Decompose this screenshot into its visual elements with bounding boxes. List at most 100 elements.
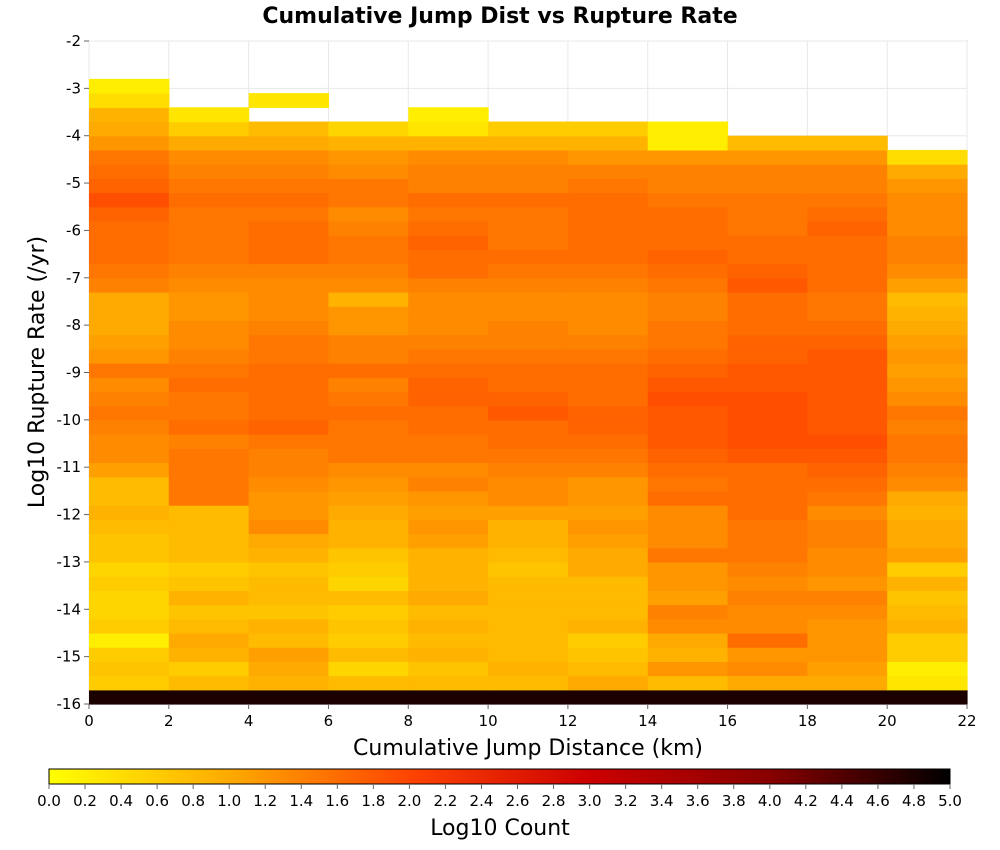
heatmap-cell [328, 533, 409, 549]
heatmap-cell [408, 462, 489, 478]
heatmap-cell [328, 462, 409, 478]
heatmap-cell [248, 206, 330, 222]
heatmap-cell [727, 675, 808, 691]
heatmap-cell [488, 490, 569, 506]
colorbar-tick-label: 0.2 [73, 792, 97, 810]
heatmap-cell [647, 178, 729, 194]
heatmap-cell [168, 576, 250, 591]
heatmap-cell [647, 334, 729, 350]
heatmap-cell [727, 689, 808, 705]
heatmap-cell [89, 632, 170, 648]
heatmap-cell [807, 419, 888, 435]
heatmap-cell [887, 462, 968, 478]
heatmap-cell [328, 391, 409, 407]
heatmap-cell [248, 448, 330, 464]
heatmap-cell [248, 476, 330, 492]
heatmap-cell [328, 647, 409, 662]
heatmap-cell [567, 590, 649, 606]
heatmap-cell [328, 490, 409, 506]
y-tick-label: -13 [57, 553, 82, 571]
heatmap-cell [567, 561, 649, 577]
heatmap-cell [567, 277, 649, 293]
heatmap-cell [89, 647, 170, 662]
colorbar-tick-label: 2.8 [542, 792, 566, 810]
heatmap-cell [89, 462, 170, 478]
y-tick-label: -3 [66, 79, 81, 97]
heatmap-cell [248, 235, 330, 250]
heatmap-cell [328, 291, 409, 307]
heatmap-cell [647, 590, 729, 606]
heatmap-cells [89, 78, 968, 705]
heatmap-cell [887, 263, 968, 279]
colorbar-tick-label: 0.4 [109, 792, 133, 810]
heatmap-cell [647, 391, 729, 407]
heatmap-cell [408, 604, 489, 620]
heatmap-cell [567, 405, 649, 421]
y-tick-label: -11 [57, 458, 82, 476]
heatmap-cell [488, 334, 569, 350]
heatmap-cell [727, 192, 808, 208]
heatmap-cell [168, 476, 250, 492]
heatmap-cell [647, 533, 729, 549]
heatmap-cell [248, 149, 330, 165]
heatmap-cell [807, 448, 888, 464]
heatmap-cell [408, 220, 489, 236]
heatmap-cell [567, 675, 649, 691]
heatmap-cell [567, 391, 649, 407]
heatmap-cell [887, 377, 968, 393]
heatmap-cell [887, 647, 968, 662]
heatmap-cell [647, 320, 729, 336]
heatmap-cell [727, 434, 808, 449]
heatmap-cell [567, 689, 649, 705]
colorbar-tick-label: 4.2 [794, 792, 818, 810]
heatmap-cell [727, 462, 808, 478]
heatmap-cell [168, 689, 250, 705]
heatmap-cell [807, 249, 888, 265]
heatmap-cell [89, 675, 170, 691]
heatmap-cell [807, 348, 888, 364]
heatmap-cell [328, 590, 409, 606]
heatmap-cell [168, 675, 250, 691]
heatmap-cell [488, 434, 569, 449]
heatmap-cell [887, 405, 968, 421]
heatmap-cell [408, 689, 489, 705]
heatmap-cell [727, 547, 808, 563]
heatmap-cell [89, 363, 170, 378]
heatmap-cell [168, 604, 250, 620]
heatmap-cell [807, 561, 888, 577]
heatmap-cell [328, 320, 409, 336]
y-tick-label: -14 [57, 600, 82, 618]
heatmap-cell [807, 519, 888, 535]
heatmap-cell [807, 277, 888, 293]
heatmap-cell [168, 561, 250, 577]
heatmap-cell [567, 192, 649, 208]
heatmap-cell [488, 576, 569, 591]
heatmap-cell [727, 490, 808, 506]
heatmap-cell [488, 476, 569, 492]
heatmap-cell [887, 519, 968, 535]
heatmap-cell [488, 164, 569, 179]
heatmap-cell [567, 576, 649, 591]
heatmap-cell [567, 490, 649, 506]
heatmap-cell [807, 178, 888, 194]
heatmap-cell [567, 604, 649, 620]
heatmap-cell [567, 220, 649, 236]
heatmap-cell [248, 576, 330, 591]
heatmap-cell [408, 490, 489, 506]
heatmap-cell [328, 220, 409, 236]
heatmap-cell [887, 391, 968, 407]
heatmap-cell [727, 149, 808, 165]
heatmap-cell [408, 590, 489, 606]
heatmap-cell [328, 405, 409, 421]
heatmap-cell [807, 306, 888, 322]
heatmap-cell [248, 675, 330, 691]
heatmap-cell [89, 107, 170, 123]
heatmap-cell [647, 164, 729, 179]
heatmap-cell [727, 618, 808, 634]
heatmap-cell [89, 490, 170, 506]
heatmap-cell [168, 235, 250, 250]
heatmap-cell [248, 490, 330, 506]
heatmap-cell [408, 235, 489, 250]
heatmap-cell [647, 675, 729, 691]
heatmap-cell [408, 277, 489, 293]
